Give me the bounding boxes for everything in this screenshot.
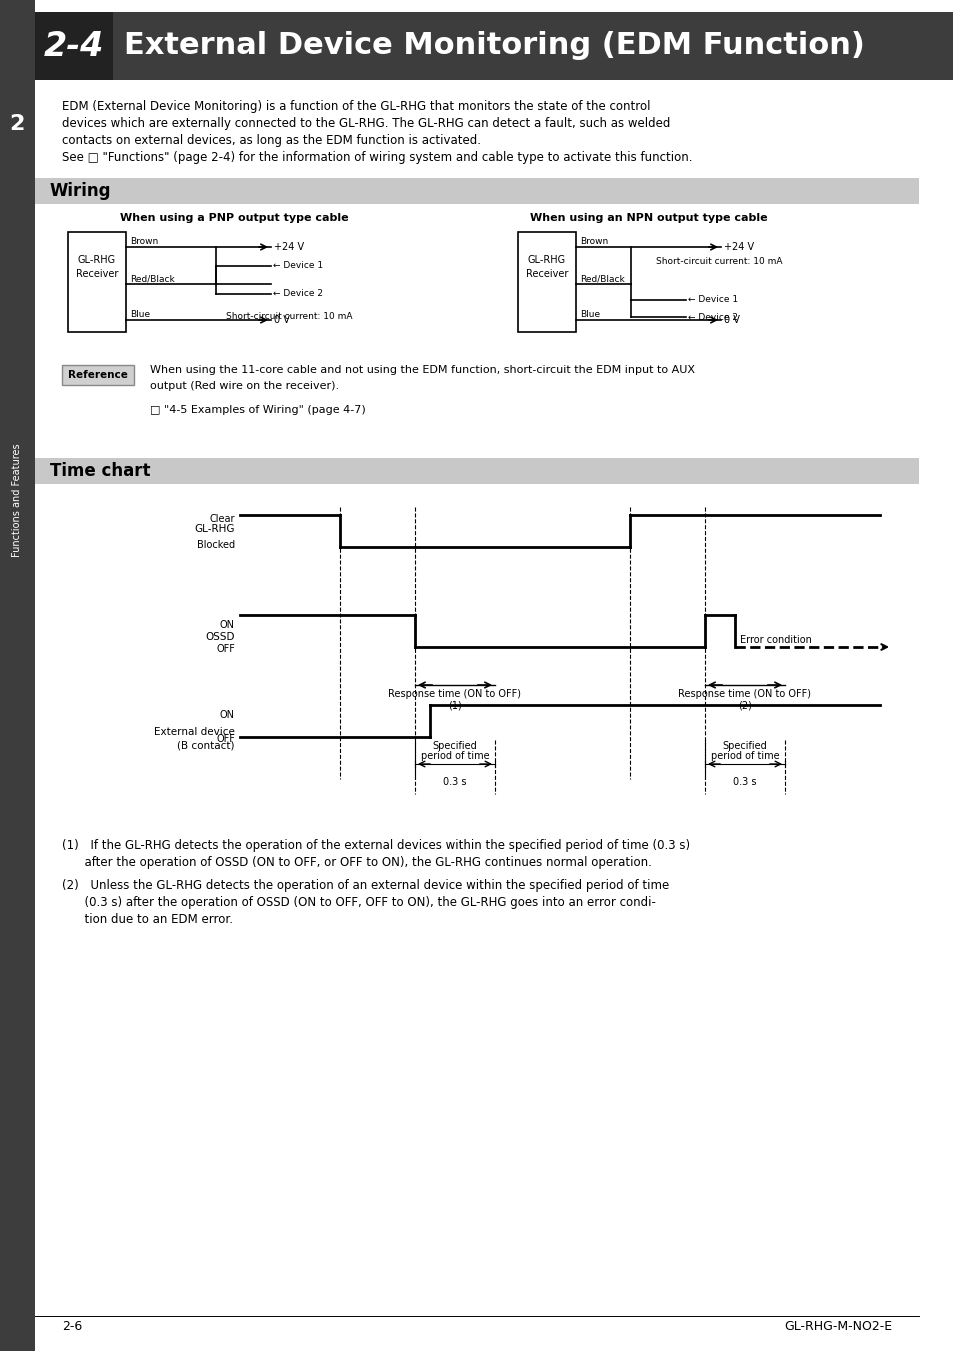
Text: Response time (ON to OFF): Response time (ON to OFF): [388, 689, 521, 698]
Text: EDM (External Device Monitoring) is a function of the GL-RHG that monitors the s: EDM (External Device Monitoring) is a fu…: [62, 100, 650, 113]
Text: output (Red wire on the receiver).: output (Red wire on the receiver).: [150, 381, 338, 390]
Text: 0.3 s: 0.3 s: [733, 777, 756, 788]
Text: OSSD: OSSD: [205, 632, 234, 642]
Bar: [35, 178, 918, 204]
Text: GL-RHG: GL-RHG: [194, 524, 234, 534]
Text: 0.3 s: 0.3 s: [443, 777, 466, 788]
Bar: [517, 232, 576, 332]
Text: contacts on external devices, as long as the EDM function is activated.: contacts on external devices, as long as…: [62, 134, 480, 147]
Text: Red/Black: Red/Black: [130, 274, 174, 282]
Text: Blue: Blue: [130, 309, 150, 319]
Text: ON: ON: [220, 711, 234, 720]
Text: GL-RHG-M-NO2-E: GL-RHG-M-NO2-E: [783, 1320, 891, 1332]
Text: (1) If the GL-RHG detects the operation of the external devices within the speci: (1) If the GL-RHG detects the operation …: [62, 839, 689, 852]
Bar: [68, 232, 126, 332]
Text: 2-6: 2-6: [62, 1320, 82, 1332]
Text: GL-RHG: GL-RHG: [78, 255, 116, 265]
Text: OFF: OFF: [216, 734, 234, 744]
Text: 0 V: 0 V: [723, 315, 740, 326]
Text: □ "4-5 Examples of Wiring" (page 4-7): □ "4-5 Examples of Wiring" (page 4-7): [150, 405, 365, 415]
Text: Specified: Specified: [721, 740, 766, 751]
Text: ← Device 2: ← Device 2: [273, 289, 323, 299]
Text: +24 V: +24 V: [723, 242, 753, 253]
Text: Reference: Reference: [68, 370, 128, 380]
Text: ← Device 2: ← Device 2: [687, 312, 738, 322]
Text: Short-circuit current: 10 mA: Short-circuit current: 10 mA: [226, 312, 352, 322]
Text: ← Device 1: ← Device 1: [273, 262, 323, 270]
Text: Functions and Features: Functions and Features: [12, 443, 22, 557]
Text: Red/Black: Red/Black: [579, 274, 624, 282]
Text: after the operation of OSSD (ON to OFF, or OFF to ON), the GL-RHG continues norm: after the operation of OSSD (ON to OFF, …: [62, 857, 651, 869]
Text: 2-4: 2-4: [44, 30, 104, 62]
Text: period of time: period of time: [710, 751, 779, 761]
Text: +24 V: +24 V: [274, 242, 304, 253]
Bar: [0, 105, 35, 143]
Bar: [35, 458, 918, 484]
Bar: [35, 12, 112, 80]
Text: When using a PNP output type cable: When using a PNP output type cable: [120, 213, 348, 223]
Text: Error condition: Error condition: [740, 635, 811, 644]
Text: Brown: Brown: [579, 236, 608, 246]
Text: Specified: Specified: [432, 740, 476, 751]
Text: 0 V: 0 V: [274, 315, 290, 326]
Text: period of time: period of time: [420, 751, 489, 761]
Text: See □ "Functions" (page 2-4) for the information of wiring system and cable type: See □ "Functions" (page 2-4) for the inf…: [62, 151, 692, 163]
Text: When using the 11-core cable and not using the EDM function, short-circuit the E: When using the 11-core cable and not usi…: [150, 365, 695, 376]
Bar: [35, 12, 953, 80]
Text: ← Device 1: ← Device 1: [687, 296, 738, 304]
Text: Response time (ON to OFF): Response time (ON to OFF): [678, 689, 811, 698]
Text: GL-RHG: GL-RHG: [527, 255, 565, 265]
Text: Blue: Blue: [579, 309, 599, 319]
Text: Receiver: Receiver: [75, 269, 118, 280]
Bar: [62, 365, 133, 385]
Bar: [0, 0, 35, 1351]
Text: Brown: Brown: [130, 236, 158, 246]
Text: Time chart: Time chart: [50, 462, 151, 480]
Text: tion due to an EDM error.: tion due to an EDM error.: [62, 913, 233, 925]
Text: Clear: Clear: [210, 513, 234, 524]
Text: (2) Unless the GL-RHG detects the operation of an external device within the spe: (2) Unless the GL-RHG detects the operat…: [62, 880, 669, 892]
Text: External Device Monitoring (EDM Function): External Device Monitoring (EDM Function…: [124, 31, 864, 61]
Text: devices which are externally connected to the GL-RHG. The GL-RHG can detect a fa: devices which are externally connected t…: [62, 118, 670, 130]
Text: OFF: OFF: [216, 644, 234, 654]
Text: Short-circuit current: 10 mA: Short-circuit current: 10 mA: [656, 257, 781, 266]
Text: When using an NPN output type cable: When using an NPN output type cable: [530, 213, 767, 223]
Text: 2: 2: [10, 113, 25, 134]
Text: Receiver: Receiver: [525, 269, 568, 280]
Text: (0.3 s) after the operation of OSSD (ON to OFF, OFF to ON), the GL-RHG goes into: (0.3 s) after the operation of OSSD (ON …: [62, 896, 656, 909]
Text: Blocked: Blocked: [196, 540, 234, 550]
Text: (B contact): (B contact): [177, 740, 234, 750]
Text: Wiring: Wiring: [50, 182, 112, 200]
Text: (1): (1): [448, 701, 461, 711]
Text: ON: ON: [220, 620, 234, 630]
Text: External device: External device: [154, 727, 234, 738]
Text: (2): (2): [738, 701, 751, 711]
